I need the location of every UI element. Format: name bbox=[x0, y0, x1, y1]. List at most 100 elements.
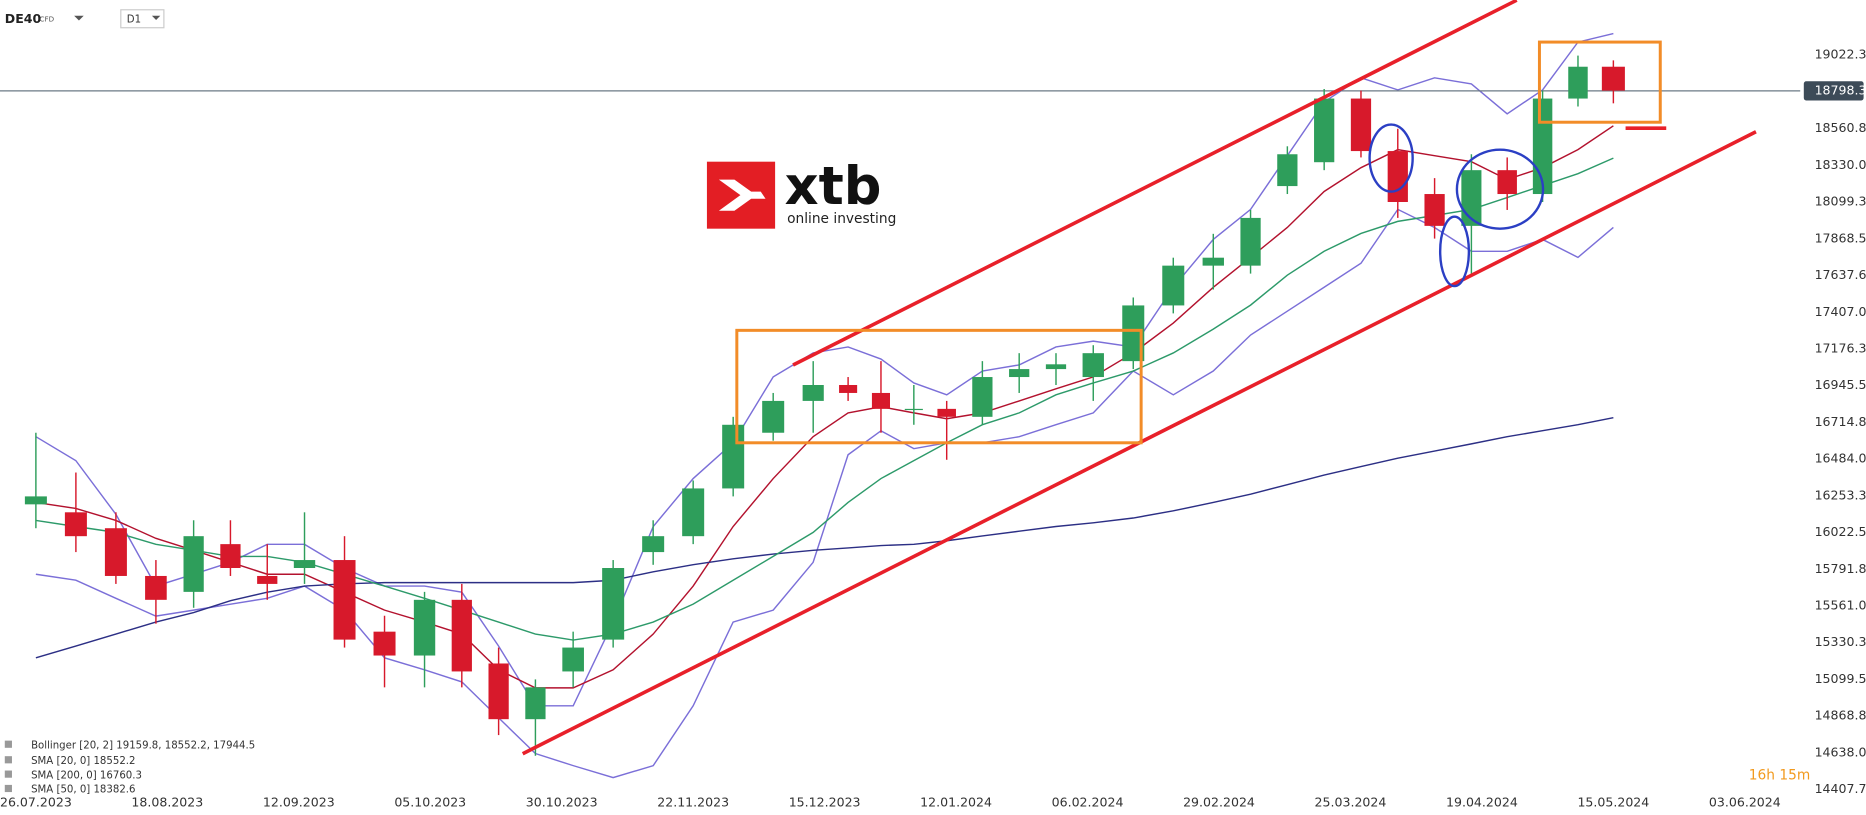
consolidation-box bbox=[735, 328, 1143, 445]
last-price-label: 18798.3 bbox=[1815, 82, 1866, 97]
candle-body bbox=[145, 575, 167, 600]
x-tick-label: 25.03.2024 bbox=[1315, 794, 1387, 809]
y-tick-label: 15330.3 bbox=[1815, 634, 1866, 649]
y-tick-label: 14868.8 bbox=[1815, 708, 1866, 723]
candle-body bbox=[1122, 305, 1145, 362]
x-tick-label: 18.08.2023 bbox=[131, 794, 203, 809]
y-tick-label: 15099.5 bbox=[1815, 671, 1866, 686]
logo-tagline: online investing bbox=[787, 211, 896, 227]
annotations bbox=[521, 0, 1757, 756]
legend-icon[interactable] bbox=[4, 756, 12, 764]
y-tick-label: 17407.0 bbox=[1815, 304, 1866, 319]
candle-body bbox=[104, 528, 127, 576]
candle-body bbox=[1497, 170, 1517, 195]
circle bbox=[1438, 215, 1471, 288]
symbol-dropdown[interactable] bbox=[74, 15, 84, 21]
y-tick-label: 15791.8 bbox=[1815, 561, 1866, 576]
candle-body bbox=[722, 424, 745, 489]
y-tick-label: 14407.7 bbox=[1815, 781, 1866, 796]
candle-body bbox=[839, 384, 858, 393]
x-tick-label: 03.06.2024 bbox=[1709, 794, 1781, 809]
legend-icon[interactable] bbox=[4, 784, 12, 793]
candle-body bbox=[1601, 66, 1625, 91]
candle-body bbox=[220, 544, 241, 569]
candle-body bbox=[525, 687, 546, 720]
timeframe[interactable]: D1 bbox=[127, 14, 141, 25]
indicators bbox=[35, 32, 1614, 779]
candle-body bbox=[1009, 369, 1030, 378]
y-tick-label: 16714.8 bbox=[1815, 414, 1866, 429]
candle-body bbox=[762, 400, 785, 433]
timeframe-dropdown[interactable] bbox=[151, 15, 161, 20]
y-tick-label: 17176.3 bbox=[1815, 340, 1866, 355]
symbol[interactable]: DE40 bbox=[5, 11, 42, 26]
candle-body bbox=[802, 384, 824, 401]
x-tick-label: 19.04.2024 bbox=[1446, 794, 1518, 809]
y-tick-label: 16945.5 bbox=[1815, 377, 1866, 392]
candle-body bbox=[1350, 98, 1372, 152]
y-tick-label: 19022.3 bbox=[1815, 47, 1866, 62]
x-tick-label: 15.12.2023 bbox=[789, 794, 861, 809]
candle-body bbox=[562, 647, 584, 672]
legend-icon[interactable] bbox=[4, 770, 12, 778]
legend-entry: SMA [200, 0] 16760.3 bbox=[31, 770, 142, 781]
channel-upper bbox=[792, 0, 1518, 367]
candle-body bbox=[1277, 154, 1298, 187]
candles bbox=[24, 55, 1625, 756]
x-tick-label: 15.05.2024 bbox=[1577, 794, 1649, 809]
timer: 16h 15m bbox=[1749, 767, 1810, 783]
current-box bbox=[1537, 40, 1662, 124]
x-tick-label: 05.10.2023 bbox=[394, 794, 466, 809]
candle-body bbox=[1045, 364, 1067, 370]
candle-body bbox=[183, 536, 204, 592]
candle-body bbox=[937, 408, 956, 417]
candle-body bbox=[1387, 151, 1408, 202]
circle bbox=[1368, 123, 1414, 193]
y-tick-label: 17868.5 bbox=[1815, 230, 1866, 245]
legend-entry: SMA [20, 0] 18552.2 bbox=[31, 756, 135, 767]
y-tick-label: 16022.5 bbox=[1815, 524, 1866, 539]
candle-body bbox=[64, 512, 87, 537]
last-price-tag bbox=[1803, 81, 1864, 101]
y-tick-label: 18330.0 bbox=[1815, 157, 1866, 172]
y-tick-label: 18560.8 bbox=[1815, 120, 1866, 135]
x-tick-label: 12.09.2023 bbox=[263, 794, 335, 809]
x-tick-label: 22.11.2023 bbox=[657, 794, 729, 809]
candle-body bbox=[1202, 257, 1224, 266]
y-tick-label: 16484.0 bbox=[1815, 451, 1866, 466]
y-tick-label: 15561.0 bbox=[1815, 598, 1866, 613]
candle-body bbox=[642, 536, 665, 553]
candle-body bbox=[1082, 353, 1104, 378]
candle-body bbox=[488, 663, 509, 720]
last-price-line: 18798.3 bbox=[0, 81, 1866, 101]
candle-body bbox=[333, 560, 356, 640]
logo-x bbox=[718, 179, 766, 211]
instrument-type: CFD bbox=[39, 14, 54, 23]
timeframe-box[interactable] bbox=[120, 9, 165, 29]
candle-body bbox=[257, 575, 278, 584]
candle-body bbox=[1162, 265, 1185, 306]
candle-body bbox=[904, 408, 923, 411]
indicator-line bbox=[35, 157, 1614, 641]
y-tick-label: 17637.6 bbox=[1815, 267, 1866, 282]
candle-body bbox=[871, 392, 891, 409]
legend-entry: Bollinger [20, 2] 19159.8, 18552.2, 1794… bbox=[31, 740, 255, 751]
candle-body bbox=[682, 488, 705, 537]
candle-body bbox=[602, 568, 625, 640]
indicator-line bbox=[35, 208, 1614, 779]
candle-body bbox=[413, 599, 436, 656]
candle-body bbox=[1568, 66, 1588, 99]
x-tick-label: 30.10.2023 bbox=[526, 794, 598, 809]
candle-body bbox=[293, 560, 316, 569]
indicator-line bbox=[35, 416, 1614, 659]
legend-entry: SMA [50, 0] 18382.6 bbox=[31, 785, 135, 796]
legend-icon[interactable] bbox=[4, 740, 12, 748]
y-tick-label: 16253.3 bbox=[1815, 487, 1866, 502]
x-tick-label: 26.07.2023 bbox=[0, 794, 72, 809]
candle-body bbox=[1314, 98, 1335, 163]
x-tick-label: 06.02.2024 bbox=[1052, 794, 1124, 809]
y-tick-label: 14638.0 bbox=[1815, 744, 1866, 759]
x-tick-label: 12.01.2024 bbox=[920, 794, 992, 809]
